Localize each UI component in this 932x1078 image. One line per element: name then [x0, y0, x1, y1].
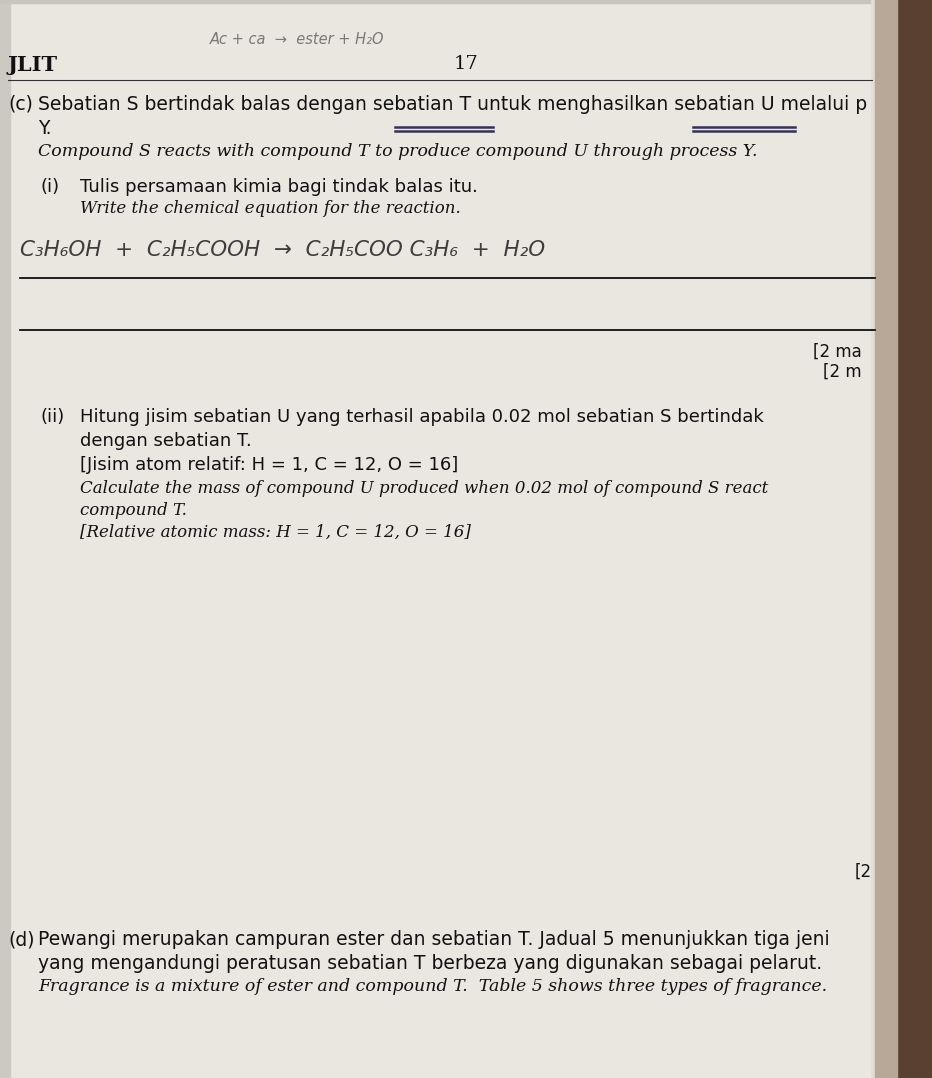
Text: [2: [2 — [855, 863, 872, 881]
Text: 17: 17 — [454, 55, 478, 73]
Text: Calculate the mass of compound U produced when 0.02 mol of compound S react: Calculate the mass of compound U produce… — [80, 480, 768, 497]
Bar — [895, 0, 932, 1078]
Text: compound T.: compound T. — [80, 502, 187, 519]
Text: Ac + ca  →  ester + H₂O: Ac + ca → ester + H₂O — [210, 32, 385, 47]
Text: C₃H₆OH  +  C₂H₅COOH  →  C₂H₅COO C₃H₆  +  H₂O: C₃H₆OH + C₂H₅COOH → C₂H₅COO C₃H₆ + H₂O — [20, 240, 545, 260]
Text: JLIT: JLIT — [8, 55, 58, 75]
Text: Tulis persamaan kimia bagi tindak balas itu.: Tulis persamaan kimia bagi tindak balas … — [80, 178, 478, 196]
Text: [Jisim atom relatif: H = 1, C = 12, O = 16]: [Jisim atom relatif: H = 1, C = 12, O = … — [80, 456, 459, 474]
Text: Y.: Y. — [38, 119, 51, 138]
Text: [2 m: [2 m — [823, 363, 862, 381]
Text: yang mengandungi peratusan sebatian T berbeza yang digunakan sebagai pelarut.: yang mengandungi peratusan sebatian T be… — [38, 954, 822, 973]
Text: Write the chemical equation for the reaction.: Write the chemical equation for the reac… — [80, 201, 460, 217]
Text: (ii): (ii) — [40, 407, 64, 426]
Text: (i): (i) — [40, 178, 59, 196]
Text: Compound S reacts with compound T to produce compound U through process Y.: Compound S reacts with compound T to pro… — [38, 143, 758, 160]
Bar — [0, 0, 870, 3]
Text: [Relative atomic mass: H = 1, C = 12, O = 16]: [Relative atomic mass: H = 1, C = 12, O … — [80, 524, 471, 541]
Text: (d): (d) — [8, 930, 34, 949]
Text: (c): (c) — [8, 95, 33, 114]
Text: Pewangi merupakan campuran ester dan sebatian T. Jadual 5 menunjukkan tiga jeni: Pewangi merupakan campuran ester dan seb… — [38, 930, 829, 949]
Text: Hitung jisim sebatian U yang terhasil apabila 0.02 mol sebatian S bertindak: Hitung jisim sebatian U yang terhasil ap… — [80, 407, 763, 426]
Bar — [875, 0, 897, 1078]
Text: Sebatian S bertindak balas dengan sebatian T untuk menghasilkan sebatian U melal: Sebatian S bertindak balas dengan sebati… — [38, 95, 867, 114]
Text: [2 ma: [2 ma — [814, 343, 862, 361]
Text: Fragrance is a mixture of ester and compound T.  Table 5 shows three types of fr: Fragrance is a mixture of ester and comp… — [38, 978, 827, 995]
Text: dengan sebatian T.: dengan sebatian T. — [80, 432, 252, 450]
Bar — [0, 0, 10, 1078]
